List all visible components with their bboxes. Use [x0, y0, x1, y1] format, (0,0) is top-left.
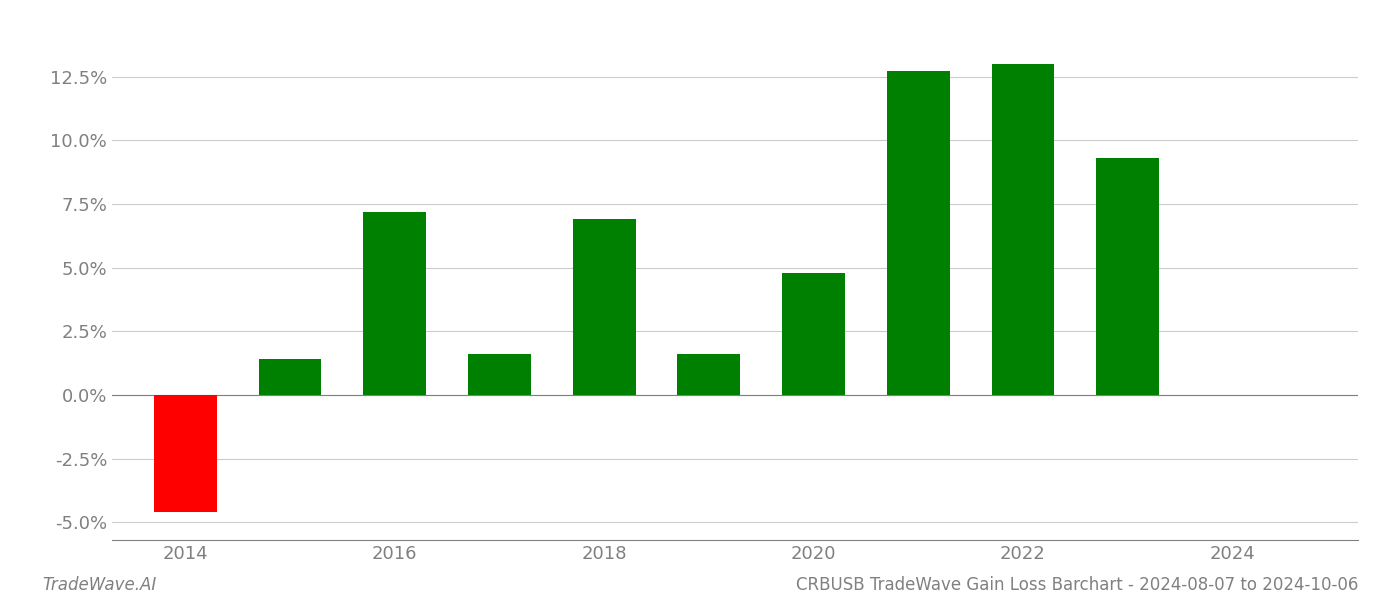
Text: CRBUSB TradeWave Gain Loss Barchart - 2024-08-07 to 2024-10-06: CRBUSB TradeWave Gain Loss Barchart - 20…	[795, 576, 1358, 594]
Bar	[363, 212, 426, 395]
Bar	[154, 395, 217, 512]
Text: TradeWave.AI: TradeWave.AI	[42, 576, 157, 594]
Bar	[259, 359, 322, 395]
Bar	[678, 354, 741, 395]
Bar	[991, 64, 1054, 395]
Bar	[783, 272, 846, 395]
Bar	[1096, 158, 1159, 395]
Bar	[468, 354, 531, 395]
Bar	[886, 71, 949, 395]
Bar	[573, 219, 636, 395]
